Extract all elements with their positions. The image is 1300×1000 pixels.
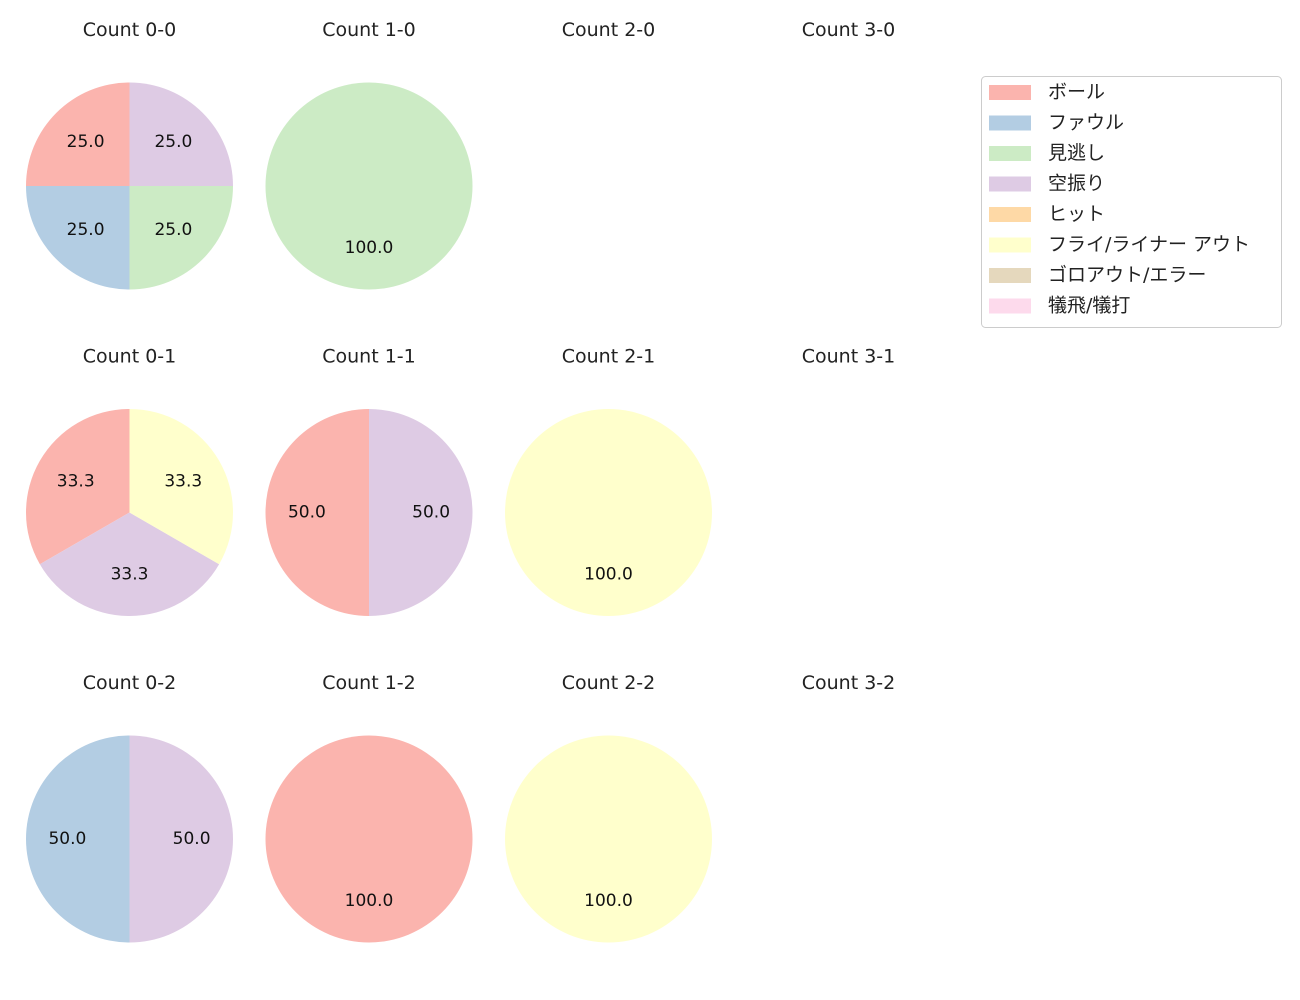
slice-value-label: 100.0 <box>584 891 633 911</box>
legend-swatch-6 <box>989 268 1031 283</box>
subplot-count-3-2: Count 3-2 <box>802 672 896 694</box>
subplot-title: Count 1-2 <box>322 672 416 694</box>
subplot-title: Count 2-1 <box>562 346 656 368</box>
slice-value-label: 100.0 <box>584 565 633 585</box>
legend-swatch-1 <box>989 115 1031 131</box>
pie-slice-count-0-2-1 <box>129 735 234 943</box>
pie-slice-count-2-2-0 <box>505 735 712 943</box>
pie-slice-count-1-2-0 <box>265 735 473 943</box>
slice-value-label: 33.3 <box>57 471 95 491</box>
legend-label-5: フライ/ライナー アウト <box>1048 234 1250 256</box>
legend-label-1: ファウル <box>1048 112 1124 134</box>
subplot-count-2-1: Count 2-1 100.0 <box>505 346 712 616</box>
slice-value-label: 25.0 <box>67 220 105 240</box>
subplot-title: Count 2-2 <box>562 672 656 694</box>
pie-slice-count-0-2-0 <box>25 735 130 943</box>
legend-label-6: ゴロアウト/エラー <box>1048 264 1206 286</box>
slice-value-label: 25.0 <box>67 132 105 152</box>
pie-slice-count-0-0-1 <box>26 186 130 290</box>
subplot-count-1-0: Count 1-0 100.0 <box>265 19 473 290</box>
pie-slice-count-0-1-2 <box>129 409 234 565</box>
subplot-title: Count 0-2 <box>83 672 177 694</box>
pie-slice-count-0-0-0 <box>26 82 130 186</box>
subplot-title: Count 1-1 <box>322 346 416 368</box>
subplot-count-1-1: Count 1-1 50.0 50.0 <box>265 346 473 616</box>
slice-value-label: 50.0 <box>48 829 86 849</box>
subplot-count-0-1: Count 0-1 33.3 33.3 33.3 <box>25 346 234 617</box>
subplot-title: Count 3-1 <box>802 346 896 368</box>
subplot-count-2-0: Count 2-0 <box>562 19 656 41</box>
legend-swatch-3 <box>989 176 1031 192</box>
pie-slice-count-0-0-2 <box>129 186 233 290</box>
pie-slice-count-2-1-0 <box>505 409 712 616</box>
subplot-count-3-1: Count 3-1 <box>802 346 896 368</box>
legend-label-2: 見逃し <box>1048 142 1105 164</box>
legend-swatch-5 <box>989 237 1031 253</box>
legend-label-0: ボール <box>1048 81 1105 103</box>
slice-value-label: 50.0 <box>412 503 450 523</box>
subplot-count-0-0: Count 0-0 25.0 25.0 25.0 25.0 <box>26 19 233 290</box>
subplot-title: Count 2-0 <box>562 19 656 41</box>
pie-slice-count-1-0-0 <box>265 82 473 290</box>
slice-value-label: 100.0 <box>345 238 394 258</box>
pie-slice-count-0-1-1 <box>39 512 220 617</box>
subplot-count-3-0: Count 3-0 <box>802 19 896 41</box>
slice-value-label: 25.0 <box>154 220 192 240</box>
slice-value-label: 50.0 <box>173 829 211 849</box>
pie-slice-count-0-0-3 <box>129 82 233 186</box>
subplot-title: Count 3-0 <box>802 19 896 41</box>
legend-label-7: 犠飛/犠打 <box>1048 295 1130 317</box>
legend-swatch-2 <box>989 146 1031 161</box>
pie-slice-count-1-1-1 <box>369 409 473 616</box>
pie-slice-count-1-1-0 <box>265 409 369 616</box>
subplot-title: Count 0-0 <box>83 19 177 41</box>
legend-swatch-7 <box>989 298 1031 314</box>
legend-label-3: 空振り <box>1048 173 1105 195</box>
legend-frame <box>981 76 1282 328</box>
slice-value-label: 33.3 <box>111 565 149 585</box>
subplot-count-0-2: Count 0-2 50.0 50.0 <box>25 672 234 943</box>
subplot-count-1-2: Count 1-2 100.0 <box>265 672 473 943</box>
legend-swatch-4 <box>989 207 1031 222</box>
subplot-title: Count 1-0 <box>322 19 416 41</box>
slice-value-label: 50.0 <box>288 503 326 523</box>
subplot-count-2-2: Count 2-2 100.0 <box>505 672 712 943</box>
pie-slice-count-0-1-0 <box>25 408 130 565</box>
slice-value-label: 100.0 <box>345 891 394 911</box>
legend-label-4: ヒット <box>1048 203 1105 225</box>
legend-swatch-0 <box>989 85 1031 100</box>
subplot-title: Count 0-1 <box>83 346 177 368</box>
slice-value-label: 25.0 <box>154 132 192 152</box>
slice-value-label: 33.3 <box>164 471 202 491</box>
subplot-title: Count 3-2 <box>802 672 896 694</box>
